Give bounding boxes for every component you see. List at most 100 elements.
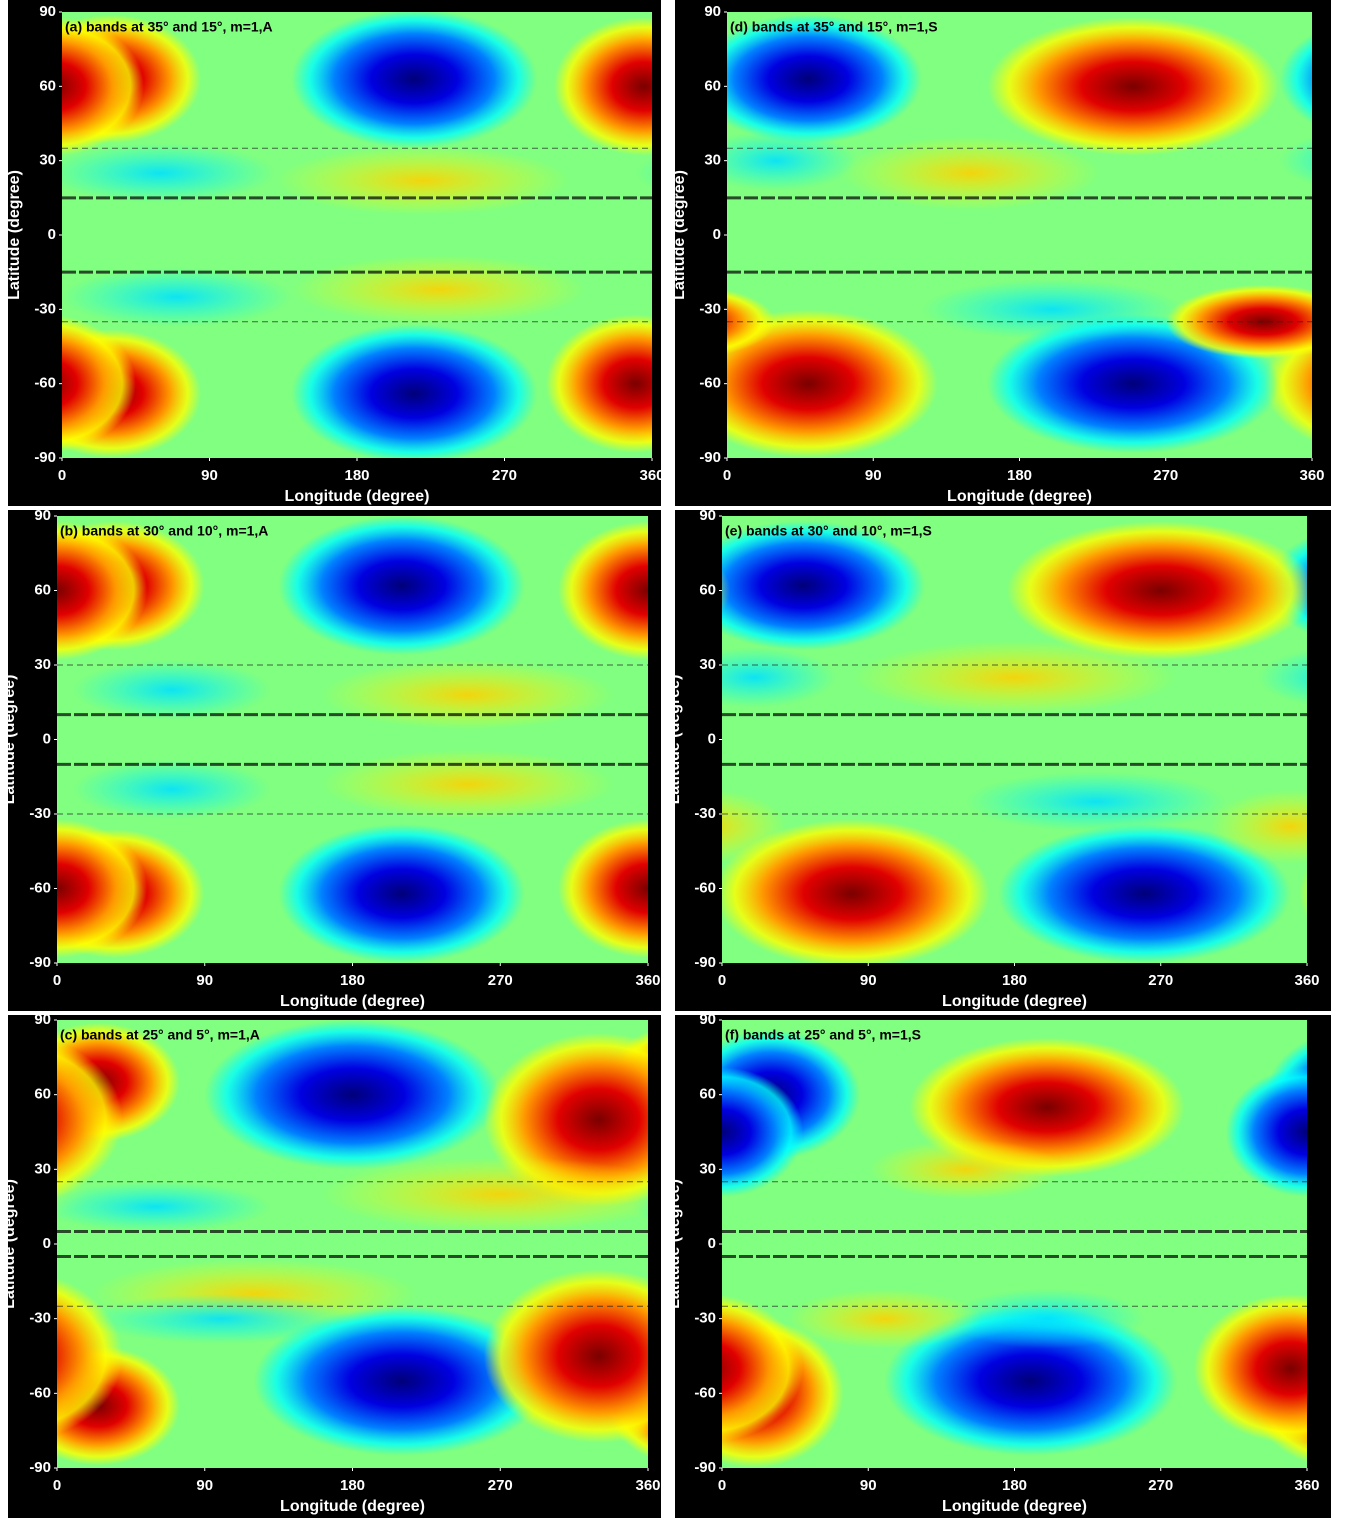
y-axis-label: Latitude (degree) — [666, 675, 683, 805]
y-tick-label: -30 — [34, 300, 56, 317]
y-tick-label: 90 — [34, 507, 51, 524]
y-tick-label: 0 — [708, 730, 716, 747]
y-tick-label: 30 — [704, 152, 721, 169]
x-tick-label: 0 — [53, 972, 61, 989]
y-tick-label: -90 — [699, 449, 721, 466]
y-tick-label: 30 — [39, 152, 56, 169]
x-tick-label: 270 — [1148, 1477, 1173, 1494]
y-tick-label: 0 — [713, 226, 721, 243]
field-blob — [291, 324, 537, 463]
x-tick-label: 0 — [58, 467, 66, 484]
field-blob — [868, 1139, 1063, 1199]
x-tick-label: 90 — [201, 467, 218, 484]
y-tick-label: 0 — [48, 226, 56, 243]
y-tick-label: -60 — [694, 1384, 716, 1401]
field-blob — [320, 1157, 681, 1232]
panel-title: (f) bands at 25° and 5°, m=1,S — [725, 1027, 921, 1043]
y-tick-label: 90 — [699, 507, 716, 524]
x-tick-label: 180 — [340, 972, 365, 989]
y-tick-label: -90 — [29, 954, 51, 971]
y-tick-label: -60 — [699, 375, 721, 392]
field-blob — [987, 17, 1280, 156]
x-tick-label: 0 — [718, 972, 726, 989]
field-blob — [41, 1182, 271, 1232]
y-tick-label: 90 — [34, 1011, 51, 1028]
panel-title: (c) bands at 25° and 5°, m=1,A — [60, 1027, 260, 1043]
y-axis-label: Latitude (degree) — [1, 1179, 18, 1309]
field-blob — [291, 255, 586, 324]
field-blob — [320, 749, 615, 819]
x-tick-label: 180 — [1002, 972, 1027, 989]
x-axis-label: Longitude (degree) — [942, 1498, 1087, 1515]
y-axis-label: Latitude (degree) — [6, 170, 23, 300]
x-tick-label: 270 — [488, 1477, 513, 1494]
x-tick-label: 360 — [639, 467, 664, 484]
y-tick-label: 0 — [708, 1235, 716, 1252]
y-tick-label: -90 — [694, 1459, 716, 1476]
x-tick-label: 270 — [1153, 467, 1178, 484]
y-tick-label: -30 — [699, 300, 721, 317]
y-axis-label: Latitude (degree) — [666, 1179, 683, 1309]
x-tick-label: 360 — [1294, 1477, 1319, 1494]
field-blob — [291, 10, 537, 149]
figure: (a) bands at 35° and 15°, m=1,A 0 90 180 270… — [0, 0, 1346, 1518]
gap — [0, 506, 1346, 510]
x-tick-label: 180 — [340, 1477, 365, 1494]
y-tick-label: 0 — [43, 730, 51, 747]
x-tick-label: 360 — [1294, 972, 1319, 989]
y-tick-label: -30 — [694, 1310, 716, 1327]
x-tick-label: 360 — [1299, 467, 1324, 484]
x-tick-label: 90 — [865, 467, 882, 484]
field-blob — [320, 660, 615, 730]
x-tick-label: 360 — [635, 1477, 660, 1494]
field-blob — [275, 146, 570, 215]
y-tick-label: 30 — [699, 656, 716, 673]
x-tick-label: 90 — [860, 1477, 877, 1494]
gap — [0, 1011, 1346, 1015]
field-blob — [90, 1294, 353, 1344]
y-axis-label: Latitude (degree) — [671, 170, 688, 300]
y-tick-label: -90 — [34, 449, 56, 466]
x-axis-label: Longitude (degree) — [280, 1498, 425, 1515]
field-blob — [966, 772, 1226, 832]
x-tick-label: 180 — [344, 467, 369, 484]
x-axis-label: Longitude (degree) — [942, 993, 1087, 1010]
y-tick-label: 90 — [39, 3, 56, 20]
y-axis-label: Latitude (degree) — [1, 675, 18, 805]
x-tick-label: 270 — [1148, 972, 1173, 989]
y-tick-label: -60 — [29, 1384, 51, 1401]
y-tick-label: 30 — [699, 1160, 716, 1177]
y-tick-label: 90 — [704, 3, 721, 20]
x-tick-label: 90 — [196, 972, 213, 989]
y-tick-label: -60 — [694, 879, 716, 896]
y-tick-label: 0 — [43, 1235, 51, 1252]
field-blob — [73, 660, 270, 720]
y-tick-label: -30 — [694, 805, 716, 822]
y-tick-label: -90 — [29, 1459, 51, 1476]
x-tick-label: 270 — [492, 467, 517, 484]
y-tick-label: -90 — [694, 954, 716, 971]
y-tick-label: 30 — [34, 1160, 51, 1177]
y-tick-label: -30 — [29, 805, 51, 822]
panel-title: (b) bands at 30° and 10°, m=1,A — [60, 523, 268, 539]
x-axis-label: Longitude (degree) — [280, 993, 425, 1010]
x-tick-label: 90 — [196, 1477, 213, 1494]
field-blob — [922, 280, 1182, 339]
panel-title: (d) bands at 35° and 15°, m=1,S — [730, 19, 938, 35]
field-blob — [279, 516, 525, 655]
y-tick-label: 30 — [34, 656, 51, 673]
field-blob — [46, 143, 275, 202]
field-blob — [73, 759, 270, 819]
panel-title: (e) bands at 30° and 10°, m=1,S — [725, 523, 932, 539]
y-tick-label: -60 — [29, 879, 51, 896]
field-blob — [62, 267, 291, 326]
x-axis-label: Longitude (degree) — [947, 488, 1092, 505]
x-axis-label: Longitude (degree) — [285, 488, 430, 505]
y-tick-label: 60 — [34, 1086, 51, 1103]
y-tick-label: 90 — [699, 1011, 716, 1028]
panel-title: (a) bands at 35° and 15°, m=1,A — [65, 19, 273, 35]
x-tick-label: 180 — [1007, 467, 1032, 484]
field-blob — [787, 1289, 982, 1349]
y-tick-label: 60 — [34, 581, 51, 598]
y-tick-label: 60 — [699, 1086, 716, 1103]
